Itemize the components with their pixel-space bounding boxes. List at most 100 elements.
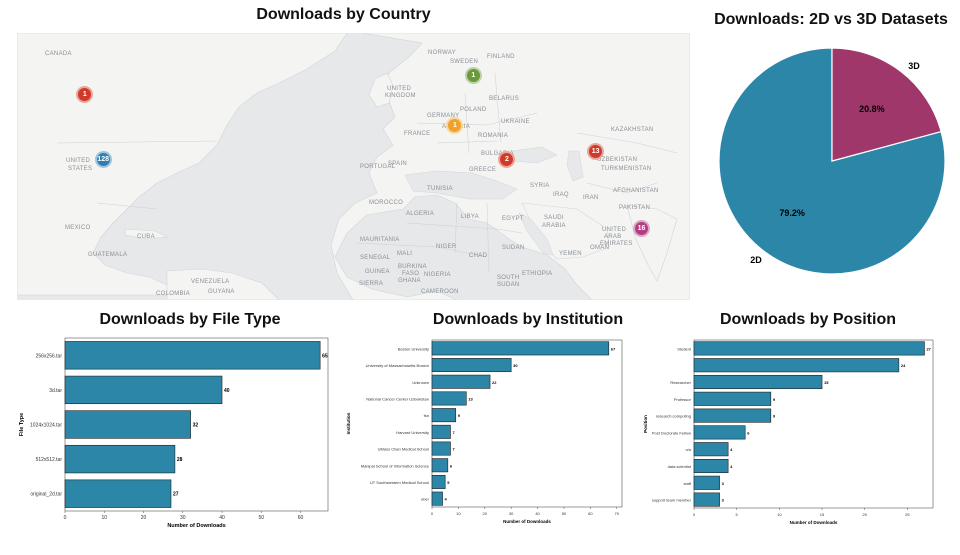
bar bbox=[64, 375, 223, 405]
map-country-label: SIERRA bbox=[359, 281, 384, 287]
map-country-label: SUDAN bbox=[502, 245, 525, 251]
map-country-label: CHAD bbox=[469, 253, 488, 259]
pie-slice-label: 3D bbox=[908, 61, 920, 71]
bar-value-label: 9 bbox=[458, 413, 461, 418]
bar-value-label: 6 bbox=[450, 463, 453, 468]
bar-value-label: 4 bbox=[445, 497, 448, 502]
bar-value-label: 65 bbox=[322, 353, 328, 359]
map-country-label: NIGER bbox=[436, 244, 457, 250]
map-country-label: GHANA bbox=[398, 278, 421, 284]
bar-value-label: 7 bbox=[452, 447, 455, 452]
bar bbox=[431, 491, 443, 506]
x-tick-label: 5 bbox=[736, 512, 739, 517]
map-country-label: SWEDEN bbox=[450, 59, 479, 65]
bar-value-label: 24 bbox=[901, 363, 906, 368]
pie-title: Downloads: 2D vs 3D Datasets bbox=[714, 11, 948, 28]
bar bbox=[431, 408, 457, 423]
x-tick-label: 0 bbox=[64, 515, 67, 521]
map-country-label: OMAN bbox=[590, 245, 610, 251]
bar-value-label: 40 bbox=[224, 388, 230, 394]
category-tick-label: Harvard University bbox=[396, 430, 429, 435]
map-country-label: SUDAN bbox=[497, 282, 520, 288]
map-country-label: NORWAY bbox=[428, 50, 457, 56]
x-axis-label: Number of Downloads bbox=[790, 520, 838, 525]
category-tick-label: staff bbox=[684, 481, 692, 486]
x-tick-label: 50 bbox=[562, 511, 567, 516]
category-tick-label: data scientist bbox=[668, 464, 692, 469]
map-marker[interactable]: 1 bbox=[446, 116, 464, 134]
map-country-label: POLAND bbox=[460, 107, 487, 113]
map-country-label: UNITED bbox=[66, 158, 91, 164]
map-marker[interactable]: 2 bbox=[498, 150, 516, 168]
map-country-label: LIBYA bbox=[461, 214, 480, 220]
map-country-label: FASO bbox=[402, 271, 420, 277]
map-country-label: YEMEN bbox=[559, 251, 582, 257]
map-marker[interactable]: 128 bbox=[94, 150, 112, 168]
map-country-label: IRAN bbox=[583, 195, 599, 201]
file-type-bar-chart: 65 256x256.tar 40 3d.tar 32 1024x1024.tar 28 51… bbox=[19, 337, 329, 529]
bar bbox=[431, 441, 451, 456]
bar bbox=[693, 425, 746, 440]
map-country-label: FRANCE bbox=[404, 131, 431, 137]
category-tick-label: National Cancer Center Uzbekistan bbox=[366, 396, 429, 401]
bar-value-label: 67 bbox=[611, 346, 616, 351]
x-tick-label: 40 bbox=[535, 511, 540, 516]
x-axis-label: Number of Downloads bbox=[503, 519, 551, 524]
x-axis-label: Number of Downloads bbox=[167, 523, 225, 529]
bar bbox=[693, 475, 720, 490]
x-tick-label: 0 bbox=[693, 512, 696, 517]
map-country-label: BULGARIA bbox=[481, 151, 514, 157]
map-title: Downloads by Country bbox=[256, 6, 431, 23]
category-tick-label: 512x512.tar bbox=[36, 457, 63, 463]
category-tick-label: UT Southwestern Medical School bbox=[370, 480, 429, 485]
category-tick-label: Boston University bbox=[398, 346, 429, 351]
x-tick-label: 30 bbox=[509, 511, 514, 516]
x-tick-label: 10 bbox=[456, 511, 461, 516]
bar bbox=[431, 474, 446, 489]
map-country-label: VENEZUELA bbox=[191, 279, 230, 285]
x-tick-label: 25 bbox=[905, 512, 910, 517]
x-tick-label: 20 bbox=[483, 511, 488, 516]
position-title: Downloads by Position bbox=[719, 311, 896, 328]
bar-value-label: 22 bbox=[492, 380, 497, 385]
bar bbox=[431, 341, 610, 356]
category-tick-label: Manipal School of Information Science bbox=[361, 463, 430, 468]
map-country-label: GREECE bbox=[469, 167, 497, 173]
map-country-label: NIGERIA bbox=[424, 272, 451, 278]
file-type-title: Downloads by File Type bbox=[99, 311, 281, 328]
bar bbox=[693, 358, 900, 373]
map-country-label: GUATEMALA bbox=[88, 252, 128, 258]
map-marker[interactable]: 16 bbox=[633, 219, 651, 237]
x-tick-label: 20 bbox=[862, 512, 867, 517]
map-country-label: GUYANA bbox=[208, 289, 235, 295]
map-country-label: ARAB bbox=[604, 234, 622, 240]
category-tick-label: Student bbox=[677, 346, 692, 351]
bar bbox=[693, 341, 925, 356]
bar bbox=[693, 408, 772, 423]
map-country-label: UZBEKISTAN bbox=[597, 157, 638, 163]
map-country-label: ROMANIA bbox=[478, 133, 509, 139]
map-country-label: UNITED bbox=[602, 227, 627, 233]
bar-value-label: 13 bbox=[468, 396, 473, 401]
position-bar-chart: 27 Student 24 15 Researcher 9 Professor 9 resear… bbox=[643, 339, 934, 525]
bar-value-label: 3 bbox=[722, 498, 725, 503]
bar-value-label: 27 bbox=[926, 346, 931, 351]
map-country-label: EGYPT bbox=[502, 216, 524, 222]
bar-value-label: 4 bbox=[730, 464, 733, 469]
map-marker[interactable]: 1 bbox=[76, 86, 94, 104]
bar-value-label: 27 bbox=[173, 492, 179, 498]
bar bbox=[693, 492, 720, 507]
pie-slice-3d bbox=[831, 47, 942, 162]
bar bbox=[693, 391, 772, 406]
downloads-map[interactable]: CANADA NORWAY SWEDEN FINLAND UNITED KINGDOM PO… bbox=[17, 33, 690, 300]
axes-frame bbox=[693, 339, 934, 509]
category-tick-label: uber bbox=[421, 497, 430, 502]
pie-pct-label: 20.8% bbox=[859, 104, 885, 114]
category-tick-label: fsn bbox=[424, 413, 429, 418]
category-tick-label: Unknown bbox=[412, 380, 429, 385]
y-axis-label: Position bbox=[643, 415, 648, 433]
map-marker[interactable]: 1 bbox=[464, 66, 482, 84]
map-country-label: SOUTH bbox=[497, 275, 520, 281]
map-marker[interactable]: 13 bbox=[587, 143, 605, 161]
map-country-label: MAURITANIA bbox=[360, 237, 400, 243]
